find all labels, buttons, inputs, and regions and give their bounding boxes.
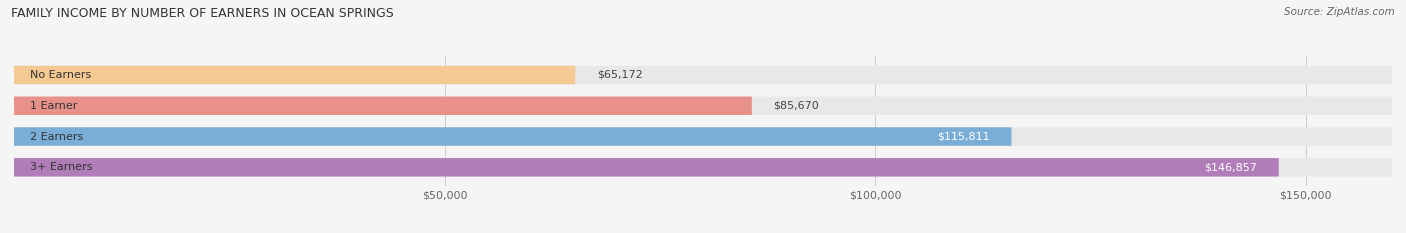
FancyBboxPatch shape (14, 158, 1392, 177)
FancyBboxPatch shape (14, 66, 1392, 84)
Text: No Earners: No Earners (30, 70, 91, 80)
Text: 2 Earners: 2 Earners (30, 132, 83, 141)
Text: $146,857: $146,857 (1205, 162, 1257, 172)
Text: $85,670: $85,670 (773, 101, 820, 111)
Text: $65,172: $65,172 (596, 70, 643, 80)
FancyBboxPatch shape (14, 158, 1278, 177)
Text: FAMILY INCOME BY NUMBER OF EARNERS IN OCEAN SPRINGS: FAMILY INCOME BY NUMBER OF EARNERS IN OC… (11, 7, 394, 20)
FancyBboxPatch shape (14, 96, 1392, 115)
Text: 1 Earner: 1 Earner (30, 101, 77, 111)
FancyBboxPatch shape (14, 127, 1011, 146)
FancyBboxPatch shape (14, 66, 575, 84)
Text: Source: ZipAtlas.com: Source: ZipAtlas.com (1284, 7, 1395, 17)
Text: 3+ Earners: 3+ Earners (30, 162, 91, 172)
FancyBboxPatch shape (14, 96, 752, 115)
FancyBboxPatch shape (14, 127, 1392, 146)
Text: $115,811: $115,811 (938, 132, 990, 141)
